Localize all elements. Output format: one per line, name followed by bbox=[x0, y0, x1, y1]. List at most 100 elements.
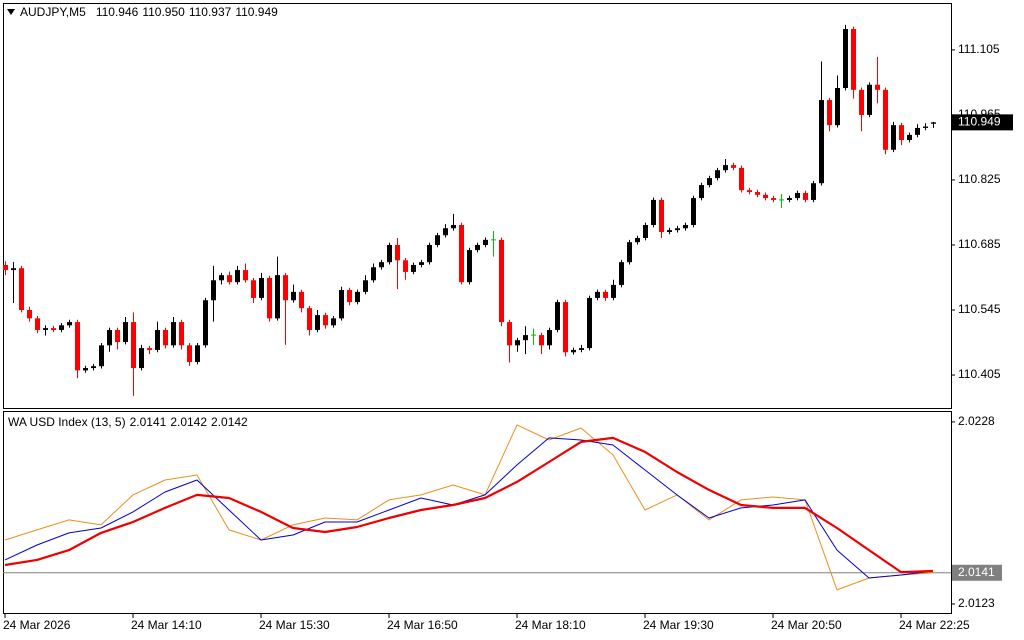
candle-body bbox=[699, 185, 704, 199]
candle-body bbox=[355, 291, 360, 303]
candle-body bbox=[107, 329, 112, 346]
candle-body bbox=[195, 345, 200, 363]
price-header: AUDJPY,M5 110.946 110.950 110.937 110.949 bbox=[20, 5, 278, 19]
candle-body bbox=[571, 349, 576, 353]
candle-body bbox=[411, 264, 416, 272]
candle-body bbox=[323, 315, 328, 326]
price-panel bbox=[3, 3, 952, 409]
candle-body bbox=[547, 329, 552, 346]
candle-body bbox=[387, 244, 392, 263]
x-tick-label: 24 Mar 15:30 bbox=[259, 618, 330, 632]
x-tick-label: 24 Mar 20:50 bbox=[771, 618, 842, 632]
y-tick-label: 2.0228 bbox=[958, 414, 995, 428]
candle-body bbox=[539, 335, 544, 346]
candle-body bbox=[859, 89, 864, 115]
candle-body bbox=[427, 244, 432, 263]
candle-body bbox=[35, 318, 40, 330]
candle-body bbox=[619, 262, 624, 285]
candle-body bbox=[555, 302, 560, 330]
candle-body bbox=[819, 100, 824, 184]
candle-body bbox=[3, 264, 8, 271]
candle-body bbox=[747, 190, 752, 193]
candle-body bbox=[587, 297, 592, 349]
candle-body bbox=[915, 127, 920, 135]
candle-body bbox=[403, 260, 408, 272]
y-tick-label: 2.0123 bbox=[958, 596, 995, 610]
candle-body bbox=[827, 100, 832, 126]
y-tick-label: 110.405 bbox=[958, 367, 1001, 381]
candle-body bbox=[379, 262, 384, 268]
x-tick-label: 24 Mar 22:25 bbox=[899, 618, 970, 632]
candle-body bbox=[307, 308, 312, 330]
candle-body bbox=[667, 230, 672, 232]
candle-body bbox=[651, 199, 656, 226]
header-low: 110.937 bbox=[189, 5, 232, 19]
indicator-value: 2.0142 bbox=[211, 415, 248, 429]
candle-body bbox=[483, 239, 488, 245]
candle-body bbox=[275, 275, 280, 319]
candle-body bbox=[875, 84, 880, 90]
candle-body bbox=[643, 225, 648, 239]
indicator-title: WA USD Index (13, 5) bbox=[8, 415, 126, 429]
candle-body bbox=[163, 329, 168, 346]
candle-body bbox=[115, 329, 120, 343]
candle-body bbox=[139, 348, 144, 369]
candle-body bbox=[315, 315, 320, 330]
candle-body bbox=[659, 199, 664, 232]
candle-body bbox=[515, 340, 520, 346]
candle-body bbox=[99, 345, 104, 367]
indicator-line bbox=[4, 436, 934, 574]
candle-body bbox=[603, 291, 608, 298]
y-tick-label: 111.105 bbox=[958, 42, 1000, 56]
candle-body bbox=[51, 328, 56, 330]
candle-body bbox=[19, 268, 24, 311]
candle-body bbox=[43, 328, 48, 330]
candle-body bbox=[611, 284, 616, 298]
x-tick-label: 24 Mar 16:50 bbox=[387, 618, 458, 632]
candle-body bbox=[891, 125, 896, 150]
candle-body bbox=[299, 291, 304, 309]
x-tick-label: 24 Mar 18:10 bbox=[515, 618, 586, 632]
candle-body bbox=[563, 302, 568, 353]
candle-body bbox=[715, 170, 720, 179]
candle-body bbox=[467, 250, 472, 283]
indicator-header: WA USD Index (13, 5) 2.0141 2.0142 2.0142 bbox=[8, 415, 248, 429]
price-tag bbox=[952, 114, 1013, 131]
candle-body bbox=[579, 348, 584, 350]
header-open: 110.946 bbox=[96, 5, 139, 19]
indicator-line bbox=[4, 424, 934, 591]
candle-body bbox=[179, 322, 184, 346]
candle-body bbox=[787, 198, 792, 200]
candle-body bbox=[243, 270, 248, 281]
indicator-value: 2.0141 bbox=[130, 415, 167, 429]
candle-body bbox=[267, 277, 272, 319]
candle-body bbox=[171, 322, 176, 346]
header-close: 110.949 bbox=[235, 5, 278, 19]
candle-body bbox=[435, 235, 440, 245]
candle-body bbox=[595, 291, 600, 298]
candle-body bbox=[131, 322, 136, 369]
candle-body bbox=[635, 238, 640, 243]
collapse-icon[interactable] bbox=[7, 9, 15, 15]
candle-body bbox=[203, 300, 208, 346]
candle-body bbox=[331, 318, 336, 326]
candle-body bbox=[523, 335, 528, 341]
candle-body bbox=[59, 325, 64, 330]
candle-body bbox=[811, 183, 816, 200]
candle-body bbox=[211, 280, 216, 301]
indicator-line bbox=[4, 437, 934, 579]
price-tag-label: 110.949 bbox=[958, 115, 1001, 129]
symbol: AUDJPY,M5 bbox=[20, 5, 86, 19]
candle-body bbox=[251, 280, 256, 298]
candle-body bbox=[755, 192, 760, 195]
candle-body bbox=[923, 126, 928, 128]
candle-body bbox=[75, 322, 80, 371]
candle-body bbox=[11, 268, 16, 271]
level-tag-label: 2.0141 bbox=[958, 565, 995, 579]
candle-body bbox=[443, 228, 448, 236]
level-tag bbox=[952, 564, 1002, 581]
candle-body bbox=[507, 322, 512, 346]
candle-body bbox=[851, 29, 856, 90]
